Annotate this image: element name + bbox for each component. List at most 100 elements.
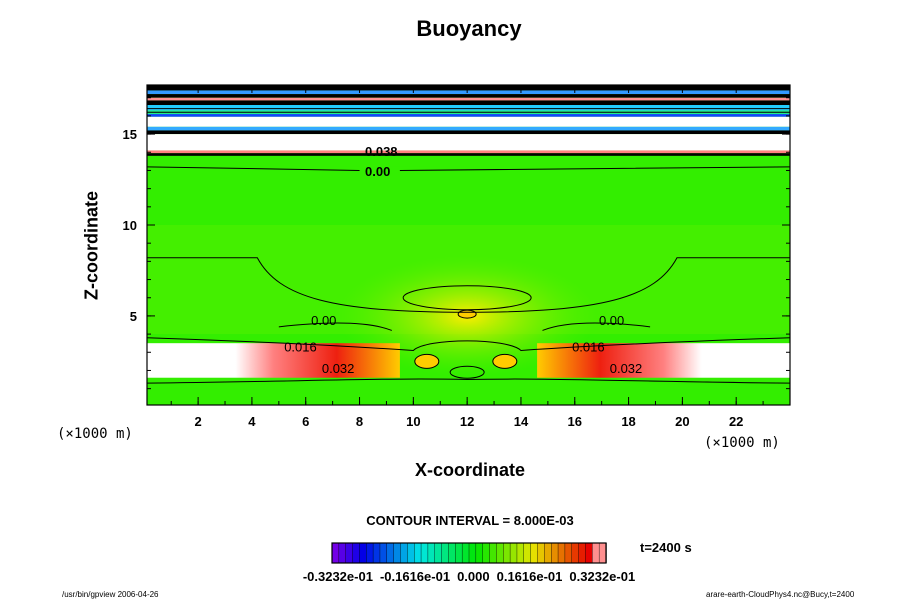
colorbar-cell [578, 542, 587, 564]
contour-label: 0.00 [365, 164, 390, 179]
plot-frame [146, 84, 791, 406]
colorbar-cell [441, 542, 450, 564]
colorbar-cell [489, 542, 498, 564]
field-band [147, 155, 790, 167]
x-tick-label: 4 [248, 414, 256, 429]
field-band [147, 153, 790, 156]
x-tick-label: 12 [460, 414, 474, 429]
x-tick-label: 10 [406, 414, 420, 429]
contour-line [146, 337, 791, 351]
colorbar-cell [448, 542, 457, 564]
contour-blob [492, 353, 518, 369]
time-label: t=2400 s [640, 540, 692, 555]
field-band [147, 116, 790, 127]
colorbar-tick-label: -0.1616e-01 [379, 569, 451, 584]
field-band [147, 90, 790, 95]
colorbar-labels: -0.3232e-01 -0.1616e-01 0.000 0.1616e-01… [0, 569, 900, 584]
colorbar-cell [359, 542, 367, 564]
positive-lobe-right [537, 343, 790, 378]
contour-interval: CONTOUR INTERVAL = 8.000E-03 [366, 513, 574, 528]
colorbar-cell [557, 542, 566, 564]
field-band [147, 126, 790, 131]
colorbar-tick-label: 0.3232e-01 [569, 569, 636, 584]
field-band [147, 114, 790, 117]
colorbar-tick-label: 0.1616e-01 [496, 569, 563, 584]
y-tick-label: 10 [123, 218, 137, 233]
contour-label: 0.032 [322, 361, 355, 376]
x-tick-label: 20 [675, 414, 689, 429]
y-tick-label: 5 [130, 309, 137, 324]
colorbar-cell [592, 542, 600, 564]
contour-line [146, 166, 791, 171]
colorbar-cell [530, 542, 539, 564]
contour-line [147, 257, 790, 313]
x-tick-label: 22 [729, 414, 743, 429]
positive-lobe-left [147, 343, 400, 378]
contour-blob [457, 309, 477, 319]
footer-right: arare-earth-CloudPhys4.nc@Bucy,t=2400 [706, 590, 855, 599]
colorbar-tick-label: -0.3232e-01 [302, 569, 373, 584]
colorbar-cell [475, 542, 484, 564]
field-band [147, 130, 790, 135]
contour-line [278, 322, 393, 331]
colorbar-cell [482, 542, 491, 564]
colorbar-cell [523, 542, 532, 564]
colorbar-cell [564, 542, 573, 564]
x-unit-right: (×1000 m) [704, 435, 780, 451]
colorbar-cell [414, 542, 422, 564]
x-tick-label: 6 [302, 414, 309, 429]
x-tick-label: 16 [568, 414, 582, 429]
colorbar-cell [372, 542, 381, 564]
footer-left: /usr/bin/gpview 2006-04-26 [62, 590, 159, 599]
colorbar-cell [516, 542, 525, 564]
field-band [147, 100, 790, 105]
colorbar-tick-label: 0.000 [457, 569, 490, 584]
contour-label: 0.016 [572, 339, 605, 354]
contour-line [146, 378, 791, 384]
colorbar-cell [427, 542, 436, 564]
colorbar-cell [461, 542, 470, 564]
x-tick-label: 8 [356, 414, 363, 429]
colorbar-cell [400, 542, 409, 564]
contour-label: 0.038 [365, 144, 398, 159]
colorbar-cell [509, 542, 518, 564]
colorbar-cell [407, 542, 415, 564]
colorbar-cell [420, 542, 429, 564]
y-tick-label: 15 [123, 127, 137, 142]
colorbar-cell [455, 542, 463, 564]
colorbar-cell [496, 542, 504, 564]
colorbar-cell [393, 542, 402, 564]
x-axis-label: X-coordinate [414, 460, 525, 480]
colorbar-cell [386, 542, 395, 564]
field-band [147, 94, 790, 98]
contour-line [542, 322, 651, 331]
contour-line [402, 285, 532, 311]
contour-label: 0.00 [311, 313, 336, 328]
colorbar-cell [598, 542, 607, 564]
contour-blob [414, 353, 440, 369]
colorbar-cell [468, 542, 477, 564]
x-tick-label: 2 [194, 414, 201, 429]
colorbar-cell [345, 542, 354, 564]
colorbar-cell [338, 542, 347, 564]
contour-label: 0.016 [284, 339, 317, 354]
x-tick-label: 14 [514, 414, 529, 429]
colorbar-cell [366, 542, 374, 564]
colorbar-cell [551, 542, 559, 564]
field-band [147, 97, 790, 101]
contour-label: 0.00 [599, 313, 624, 328]
field-band [147, 134, 790, 151]
contour-line [449, 365, 485, 379]
colorbar-cell [503, 542, 511, 564]
field-band [147, 105, 790, 111]
colorbar-cell [544, 542, 552, 564]
chart-title: Buoyancy [416, 16, 522, 41]
colorbar-cell [352, 542, 361, 564]
x-tick-label: 18 [621, 414, 635, 429]
colorbar-cell [331, 542, 340, 564]
x-unit-left: (×1000 m) [57, 426, 133, 442]
colorbar-cell [537, 542, 546, 564]
field-band [147, 150, 790, 154]
colorbar-cell [571, 542, 580, 564]
